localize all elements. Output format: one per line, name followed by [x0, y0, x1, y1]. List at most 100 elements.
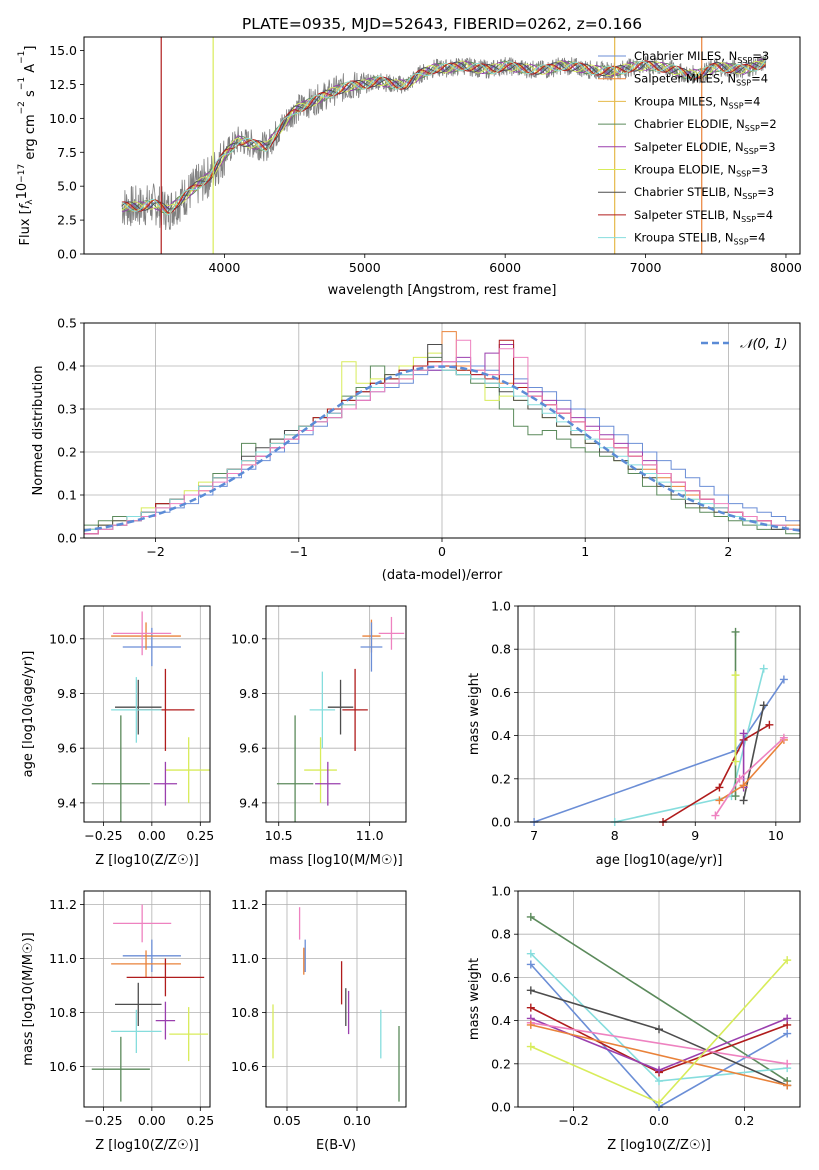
weight-marker	[526, 1020, 535, 1029]
mass_vs_ebv-frame	[265, 890, 407, 1108]
legend-label: Chabrier ELODIE, NSSP=2	[634, 117, 777, 133]
weight_vs_age-ytick-label: 0.0	[491, 815, 511, 830]
age_vs_Z-xtick-label: −0.25	[84, 828, 122, 843]
age_vs_mass-axes	[262, 606, 406, 826]
weight_vs_Z-xtick-label: 0.2	[735, 1113, 755, 1128]
weight-marker	[655, 1025, 663, 1034]
spectrum-ytick-label: 15.0	[49, 43, 77, 58]
weight-line	[530, 963, 788, 1107]
mass_vs_Z-xtick-label: −0.25	[84, 1113, 122, 1128]
weight-marker	[779, 733, 788, 742]
weight-marker	[731, 757, 740, 766]
age_vs_mass-ytick-label: 10.0	[231, 631, 259, 646]
weight-marker	[783, 1014, 792, 1023]
weight_vs_age-ytick-label: 0.6	[491, 685, 511, 700]
mass_vs_Z-ytick-label: 11.0	[49, 951, 77, 966]
spectrum-xtick-label: 6000	[489, 260, 521, 275]
spectrum-ytick-label: 0.0	[57, 247, 77, 262]
age_vs_mass-ytick-label: 9.8	[239, 686, 259, 701]
weight_vs_age-frame	[517, 605, 801, 823]
weight_vs_age-ytick-label: 0.4	[491, 728, 511, 743]
weight-marker	[759, 664, 768, 673]
mass_vs_ebv-xlabel: E(B-V)	[316, 1138, 356, 1153]
residuals-xtick-label: −2	[146, 544, 164, 559]
weight-marker	[731, 627, 740, 636]
weight-marker	[783, 956, 792, 965]
mass_vs_Z-ytick-label: 11.2	[49, 897, 77, 912]
model-spectrum-line	[121, 58, 766, 212]
legend-label: Salpeter MILES, NSSP=4	[634, 72, 768, 88]
age_vs_Z-xtick-label: 0.00	[138, 828, 166, 843]
residuals-frame	[83, 322, 801, 539]
weight-marker	[783, 1029, 792, 1038]
weight-marker	[735, 774, 744, 783]
legend-label: Salpeter STELIB, NSSP=4	[634, 208, 773, 224]
age_vs_mass-xlabel: mass [log10(M/M☉)]	[269, 853, 402, 868]
spectrum-xtick-label: 4000	[208, 260, 240, 275]
age_vs_mass-ytick-label: 9.6	[239, 741, 259, 756]
legend-label: Chabrier STELIB, NSSP=3	[634, 185, 774, 201]
age_vs_Z-ytick-label: 9.6	[57, 741, 77, 756]
weight_vs_age-xtick-label: 7	[530, 828, 538, 843]
weight-marker	[759, 701, 768, 710]
spectrum-ytick-label: 10.0	[49, 111, 77, 126]
weight_vs_Z-ytick-label: 0.6	[491, 970, 511, 985]
weight-marker	[711, 811, 720, 820]
legend-label: Kroupa STELIB, NSSP=4	[634, 231, 765, 247]
mass_vs_Z-xtick-label: 0.00	[138, 1113, 166, 1128]
weight-line	[530, 916, 788, 1082]
age_vs_Z-ytick-label: 9.8	[57, 686, 77, 701]
age_vs_mass-frame	[265, 605, 407, 823]
residuals-ytick-label: 0.4	[57, 359, 77, 374]
weight-line	[742, 705, 765, 801]
weight_vs_Z-ylabel: mass weight	[467, 958, 482, 1040]
weight_vs_age-ytick-label: 1.0	[491, 599, 511, 614]
weight_vs_Z-ytick-label: 0.0	[491, 1100, 511, 1115]
spectrum-xtick-label: 8000	[770, 260, 802, 275]
mass_vs_Z-ytick-label: 10.6	[49, 1059, 77, 1074]
mass_vs_ebv-xtick-label: 0.05	[273, 1113, 301, 1128]
residuals-ytick-label: 0.0	[57, 531, 77, 546]
weight-line	[662, 724, 770, 822]
weight_vs_Z-ytick-label: 0.2	[491, 1056, 511, 1071]
age_vs_mass-xtick-label: 11.0	[356, 828, 384, 843]
weight-marker	[526, 949, 535, 958]
model-spectrum-line	[121, 60, 766, 211]
model-spectrum-line	[121, 59, 766, 216]
weight_vs_Z-frame	[517, 890, 801, 1108]
age_vs_Z-xlabel: Z [log10(Z/Z☉)]	[95, 853, 199, 868]
spectrum-xtick-label: 5000	[349, 260, 381, 275]
weight_vs_age-xtick-label: 9	[691, 828, 699, 843]
residuals-ytick-label: 0.5	[57, 316, 77, 331]
weight_vs_age-ytick-label: 0.8	[491, 642, 511, 657]
weight-marker	[739, 729, 748, 738]
mass_vs_ebv-axes	[262, 891, 406, 1111]
weight-marker	[739, 781, 748, 790]
spectrum-xtick-label: 7000	[630, 260, 662, 275]
model-spectrum-line	[121, 56, 766, 214]
spectrum-axes	[80, 50, 787, 258]
weight_vs_age-xtick-label: 10	[768, 828, 784, 843]
weight_vs_Z-ytick-label: 0.8	[491, 927, 511, 942]
weight-marker	[715, 796, 724, 805]
mass_vs_ebv-xtick-label: 0.10	[343, 1113, 371, 1128]
spectrum-ytick-label: 2.5	[57, 213, 77, 228]
mass_vs_ebv-ytick-label: 10.6	[231, 1059, 259, 1074]
weight_vs_age-xtick-label: 8	[611, 828, 619, 843]
weight-marker	[715, 783, 724, 792]
model-spectrum-line	[121, 60, 766, 214]
mass_vs_Z-xtick-label: 0.25	[186, 1113, 214, 1128]
weight-marker	[731, 671, 740, 680]
spectrum-ytick-label: 7.5	[57, 145, 77, 160]
residuals-ytick-label: 0.2	[57, 445, 77, 460]
weight_vs_Z-xtick-label: 0.0	[649, 1113, 669, 1128]
age_vs_Z-ytick-label: 9.4	[57, 795, 77, 810]
age_vs_Z-ylabel: age [log10(age/yr)]	[21, 651, 36, 778]
weight-marker	[526, 1003, 535, 1012]
weight_vs_Z-xlabel: Z [log10(Z/Z☉)]	[607, 1138, 711, 1153]
mass_vs_ebv-ytick-label: 11.2	[231, 897, 259, 912]
weight-marker	[779, 675, 788, 684]
legend-label: Salpeter ELODIE, NSSP=3	[634, 140, 776, 156]
weight-marker	[655, 1077, 663, 1086]
